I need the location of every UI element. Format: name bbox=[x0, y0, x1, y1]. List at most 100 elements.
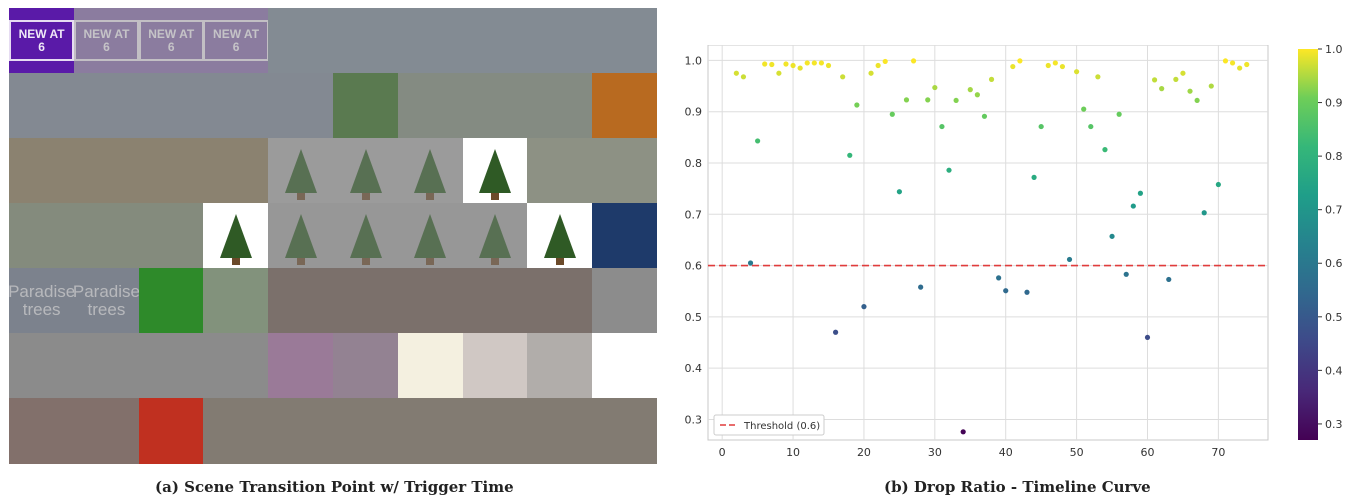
data-point bbox=[733, 70, 739, 76]
frame-tile bbox=[527, 203, 593, 269]
colorbar-tick-label: 0.3 bbox=[1325, 418, 1343, 431]
data-point bbox=[1116, 111, 1122, 117]
data-point bbox=[755, 138, 761, 144]
frame-tile bbox=[138, 138, 204, 204]
data-point bbox=[1244, 61, 1250, 68]
colorbar-ticks: 0.3 0.4 0.5 0.6 0.7 0.8 0.9 1.0 bbox=[1318, 45, 1343, 431]
x-tick-label: 50 bbox=[1070, 446, 1084, 459]
frame-tile bbox=[203, 73, 269, 139]
tile-caption: NEW AT 6 bbox=[9, 8, 75, 74]
tile-caption: NEW AT 6 bbox=[203, 8, 269, 74]
scene-transition-grid: NEW AT 6 NEW AT 6 NEW AT 6 NEW AT 6 Paradise… bbox=[9, 8, 658, 464]
colorbar-tick-label: 0.5 bbox=[1325, 311, 1343, 324]
data-point bbox=[776, 70, 782, 76]
frame-tile bbox=[333, 398, 399, 464]
frame-tile bbox=[138, 268, 204, 334]
frame-tile bbox=[138, 333, 204, 399]
data-point bbox=[1173, 76, 1179, 82]
frame-tile bbox=[527, 138, 593, 204]
data-point bbox=[946, 167, 952, 173]
data-point bbox=[1144, 334, 1151, 341]
data-point bbox=[1201, 210, 1207, 216]
data-point bbox=[1052, 60, 1058, 66]
data-point bbox=[903, 97, 910, 103]
frame-tile bbox=[397, 268, 464, 334]
caption-scene-transition: (a) Scene Transition Point w/ Trigger Ti… bbox=[155, 478, 514, 496]
data-point bbox=[953, 97, 959, 104]
data-point bbox=[1222, 58, 1229, 64]
legend: Threshold (0.6) bbox=[713, 414, 825, 436]
data-point bbox=[1003, 288, 1009, 294]
frame-tile bbox=[203, 138, 269, 204]
data-point bbox=[1130, 203, 1136, 209]
data-point bbox=[1038, 123, 1044, 130]
data-point bbox=[740, 74, 747, 80]
caption-drop-ratio: (b) Drop Ratio - Timeline Curve bbox=[884, 478, 1151, 496]
x-tick-label: 60 bbox=[1140, 446, 1154, 459]
data-point bbox=[939, 123, 945, 130]
data-point bbox=[1187, 88, 1193, 94]
tree-icon bbox=[220, 213, 253, 265]
grid-lines bbox=[708, 45, 1268, 440]
frame-tile bbox=[333, 203, 399, 269]
tile-caption: NEW AT 6 bbox=[73, 8, 140, 74]
data-point bbox=[1180, 70, 1186, 76]
tree-icon bbox=[414, 148, 447, 200]
data-point bbox=[918, 284, 924, 290]
y-tick-label: 0.4 bbox=[685, 362, 703, 375]
y-tick-label: 0.7 bbox=[685, 208, 703, 221]
frame-tile bbox=[138, 398, 204, 464]
tree-icon bbox=[349, 148, 382, 200]
colorbar-tick-label: 0.9 bbox=[1325, 97, 1343, 110]
frame-tile bbox=[592, 138, 658, 204]
frame-tile bbox=[9, 138, 75, 204]
frame-tile bbox=[268, 138, 334, 204]
data-point bbox=[847, 152, 853, 158]
colorbar bbox=[1298, 49, 1318, 440]
frame-tile bbox=[397, 138, 464, 204]
data-point bbox=[1031, 174, 1037, 180]
data-point bbox=[1024, 289, 1030, 295]
data-point bbox=[769, 61, 775, 68]
frame-tile bbox=[333, 8, 399, 74]
frame-tile bbox=[397, 398, 464, 464]
y-tick-label: 0.9 bbox=[685, 106, 703, 119]
frame-tile bbox=[462, 333, 528, 399]
frame-tile bbox=[333, 73, 399, 139]
data-point bbox=[981, 113, 988, 119]
data-point bbox=[925, 97, 931, 103]
frame-tile bbox=[203, 268, 269, 334]
frame-tile bbox=[592, 398, 658, 464]
frame-tile bbox=[268, 268, 334, 334]
x-tick-label: 10 bbox=[786, 446, 800, 459]
frame-tile bbox=[268, 73, 334, 139]
frame-tile bbox=[9, 333, 75, 399]
frame-tile bbox=[397, 203, 464, 269]
data-point bbox=[967, 87, 973, 93]
data-point bbox=[868, 70, 874, 76]
data-point bbox=[889, 111, 895, 117]
frame-tile bbox=[73, 203, 140, 269]
data-point bbox=[1194, 97, 1200, 104]
data-point bbox=[1010, 63, 1016, 70]
colorbar-tick-label: 0.8 bbox=[1325, 150, 1343, 163]
frame-tile bbox=[397, 333, 464, 399]
frame-tile: NEW AT 6 bbox=[9, 8, 75, 74]
frame-tile bbox=[203, 398, 269, 464]
tree-icon bbox=[544, 213, 577, 265]
data-point bbox=[1081, 106, 1087, 112]
y-tick-label: 0.3 bbox=[685, 413, 703, 426]
tree-icon bbox=[284, 148, 317, 200]
frame-tile bbox=[592, 268, 658, 334]
data-point bbox=[882, 58, 888, 65]
frame-tile bbox=[527, 73, 593, 139]
x-tick-label: 40 bbox=[999, 446, 1013, 459]
drop-ratio-chart: 0 10 20 30 40 50 60 700.30.40.50.60.70.80.91.0 … bbox=[685, 45, 1343, 459]
data-point bbox=[1109, 233, 1115, 239]
frame-tile bbox=[73, 333, 140, 399]
frame-tile bbox=[462, 268, 528, 334]
data-point bbox=[1208, 83, 1214, 89]
data-point bbox=[790, 62, 796, 69]
x-tick-label: 0 bbox=[719, 446, 726, 459]
frame-tile bbox=[9, 73, 75, 139]
